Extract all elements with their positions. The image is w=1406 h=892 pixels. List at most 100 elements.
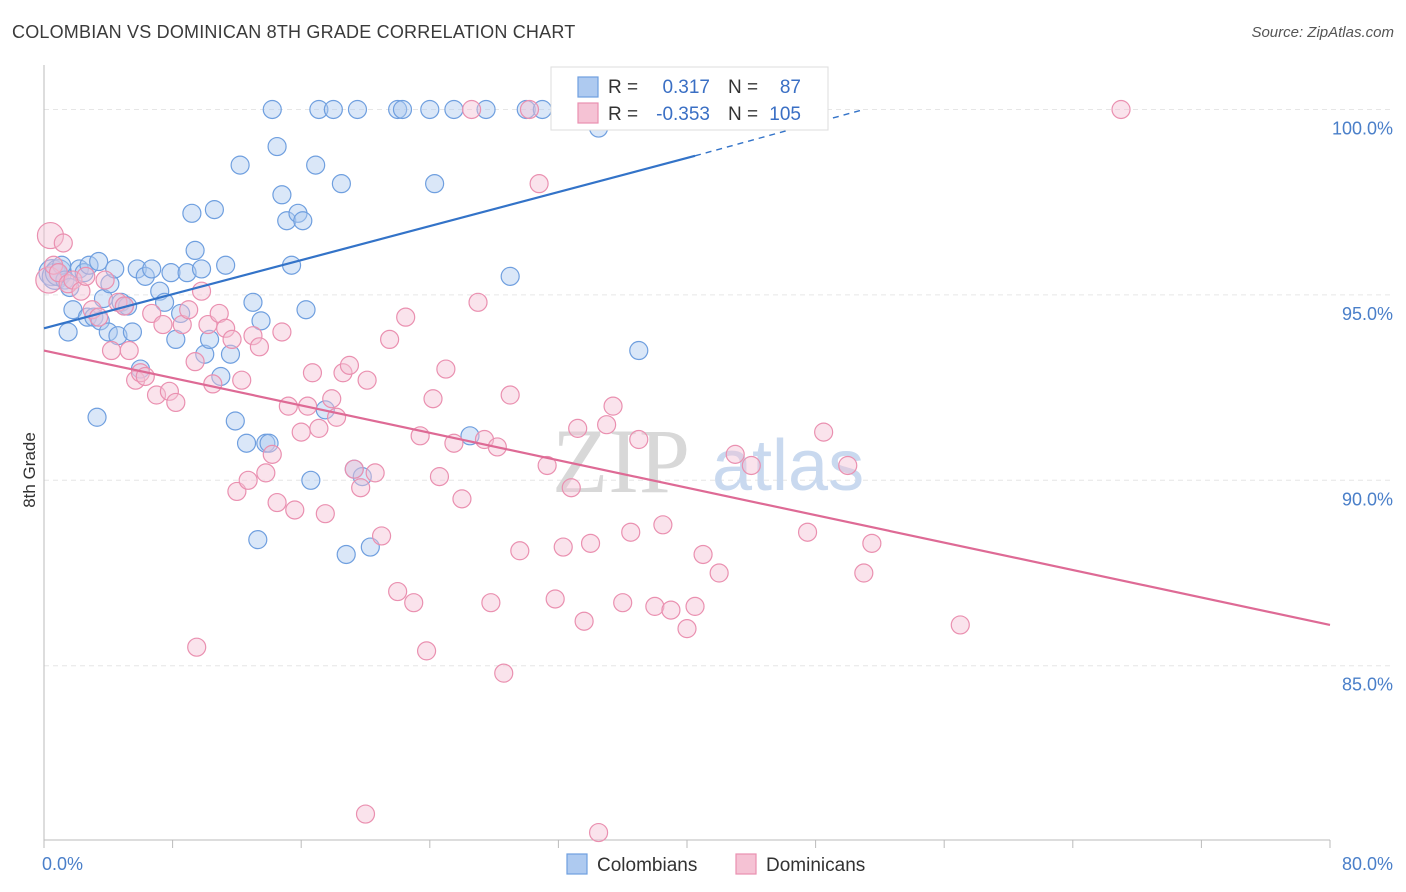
point-colombians-49 [251,311,271,331]
point-dominicans-49 [322,389,342,409]
point-colombians-53 [267,136,287,157]
point-dominicans-91 [629,429,649,450]
point-colombians-46 [236,433,257,453]
point-colombians-36 [185,240,205,261]
point-dominicans-80 [545,589,565,609]
y-axis-title: 8th Grade [20,432,39,508]
point-dominicans-106 [950,615,970,635]
y-tick-label-2: 90.0% [1342,489,1393,509]
point-colombians-61 [306,155,326,175]
point-colombians-44 [225,411,245,431]
point-colombians-17 [98,322,118,342]
bottom-legend-label-colombians: Colombians [597,855,697,876]
point-dominicans-85 [580,533,601,553]
point-colombians-14 [89,251,109,272]
legend-n-label-colombians: N = [728,77,758,98]
legend-n-value-dominicans: 105 [769,104,801,125]
point-colombians-60 [301,470,321,490]
point-dominicans-63 [416,641,437,661]
point-dominicans-89 [613,593,633,613]
point-dominicans-52 [339,355,360,375]
trend-line-extension-colombians [694,108,865,157]
point-dominicans-65 [429,467,450,487]
point-dominicans-86 [588,822,609,843]
point-colombians-11 [79,255,99,275]
point-dominicans-6 [63,270,83,290]
point-dominicans-101 [797,522,818,542]
point-dominicans-77 [519,99,540,120]
point-dominicans-103 [838,455,858,476]
y-tick-label-3: 85.0% [1342,675,1393,695]
point-dominicans-22 [159,381,179,401]
point-colombians-77 [476,99,496,120]
point-colombians-54 [272,185,292,205]
point-colombians-31 [161,263,181,283]
point-dominicans-56 [365,463,385,483]
point-dominicans-34 [232,370,252,390]
watermark-zip: ZIP [552,410,690,512]
point-colombians-71 [388,99,408,120]
point-dominicans-81 [553,537,573,557]
correlation-legend: R = 0.317 N = 87 R = -0.353 N = 105 [550,66,829,131]
point-dominicans-26 [185,352,205,372]
point-dominicans-108 [187,637,207,657]
point-dominicans-105 [862,533,882,553]
point-colombians-35 [182,203,202,223]
point-colombians-38 [195,344,215,364]
point-dominicans-83 [568,418,588,438]
point-colombians-73 [420,99,440,120]
point-colombians-45 [230,155,250,175]
point-colombians-47 [243,292,263,312]
point-dominicans-48 [315,504,335,524]
point-dominicans-64 [423,389,443,409]
point-dominicans-94 [661,600,681,620]
point-dominicans-102 [814,422,834,442]
legend-r-label-colombians: R = [608,77,638,98]
point-dominicans-70 [468,292,488,312]
point-colombians-68 [347,99,368,120]
point-dominicans-10 [89,307,109,327]
point-dominicans-1 [36,221,65,250]
point-dominicans-15 [119,340,139,361]
point-dominicans-12 [101,340,122,361]
bottom-legend-swatch-dominicans [735,853,757,875]
point-dominicans-37 [249,337,270,357]
point-colombians-64 [323,99,343,120]
point-dominicans-20 [146,385,167,405]
point-dominicans-21 [153,314,173,335]
point-dominicans-4 [53,233,73,253]
point-dominicans-87 [597,415,617,435]
point-dominicans-95 [677,619,697,639]
legend-r-value-colombians: 0.317 [662,77,710,98]
point-dominicans-90 [621,522,641,542]
point-colombians-27 [135,266,155,286]
point-dominicans-40 [267,492,287,513]
point-colombians-59 [296,300,316,320]
legend-r-label-dominicans: R = [608,104,638,125]
bottom-legend-label-dominicans: Dominicans [766,855,865,876]
point-colombians-78 [500,266,520,286]
point-dominicans-39 [262,444,282,464]
point-colombians-55 [277,211,297,231]
point-dominicans-55 [357,370,377,390]
point-dominicans-100 [741,455,761,476]
y-tick-labels: 100.0% 95.0% 90.0% 85.0% [1332,118,1393,694]
axes [43,65,1331,848]
point-dominicans-57 [371,526,392,546]
legend-swatch-dominicans [577,102,599,124]
point-colombians-25 [127,259,147,279]
point-dominicans-76 [510,541,530,561]
point-colombians-74 [425,174,445,194]
point-dominicans-43 [285,500,305,520]
y-tick-label-1: 95.0% [1342,304,1393,324]
trend-line-dominicans [43,349,1331,627]
legend-r-value-dominicans: -0.353 [656,104,710,125]
point-colombians-66 [336,544,356,565]
point-dominicans-99 [725,444,745,464]
point-dominicans-74 [494,663,514,683]
point-dominicans-72 [481,593,501,613]
point-colombians-39 [199,329,220,350]
point-dominicans-7 [71,281,91,301]
x-tick-label-1: 80.0% [1342,854,1393,874]
